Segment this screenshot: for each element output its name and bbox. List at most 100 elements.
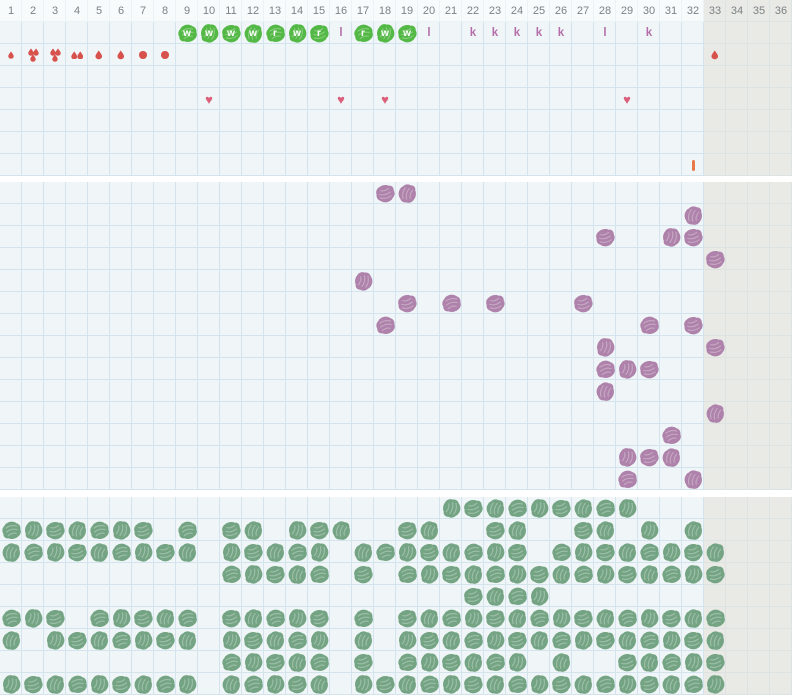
- day-header-cell[interactable]: 12: [246, 5, 260, 17]
- activity-mark[interactable]: [154, 673, 176, 695]
- cervical-fluid-mark[interactable]: k: [484, 22, 506, 44]
- activity-mark[interactable]: [506, 651, 528, 673]
- activity-mark[interactable]: [638, 629, 660, 651]
- bleeding-mark[interactable]: [66, 44, 88, 66]
- activity-mark[interactable]: [286, 651, 308, 673]
- activity-mark[interactable]: [66, 541, 88, 563]
- activity-mark[interactable]: [132, 541, 154, 563]
- activity-mark[interactable]: [638, 519, 660, 541]
- activity-mark[interactable]: [616, 607, 638, 629]
- day-header-cell[interactable]: 17: [356, 5, 370, 17]
- symptom-mark[interactable]: [616, 446, 638, 468]
- activity-mark[interactable]: [44, 629, 66, 651]
- activity-mark[interactable]: [506, 541, 528, 563]
- activity-mark[interactable]: [264, 563, 286, 585]
- activity-mark[interactable]: [264, 629, 286, 651]
- activity-mark[interactable]: [462, 563, 484, 585]
- activity-mark[interactable]: [616, 629, 638, 651]
- activity-mark[interactable]: [506, 585, 528, 607]
- intercourse-mark[interactable]: ♥: [330, 88, 352, 110]
- activity-mark[interactable]: [88, 629, 110, 651]
- intercourse-mark[interactable]: ♥: [616, 88, 638, 110]
- day-header-cell[interactable]: 13: [268, 5, 282, 17]
- day-header-cell[interactable]: 32: [686, 5, 700, 17]
- activity-mark[interactable]: [352, 541, 374, 563]
- activity-mark[interactable]: [704, 607, 726, 629]
- activity-mark[interactable]: [704, 651, 726, 673]
- activity-mark[interactable]: [418, 541, 440, 563]
- day-header-cell[interactable]: 7: [139, 5, 147, 17]
- activity-mark[interactable]: [44, 607, 66, 629]
- symptom-mark[interactable]: [484, 292, 506, 314]
- cervical-fluid-mark[interactable]: l: [418, 22, 440, 44]
- symptom-mark[interactable]: [704, 336, 726, 358]
- activity-mark[interactable]: [308, 563, 330, 585]
- activity-mark[interactable]: [396, 607, 418, 629]
- cervical-fluid-mark[interactable]: l: [594, 22, 616, 44]
- activity-mark[interactable]: [528, 673, 550, 695]
- symptom-mark[interactable]: [660, 226, 682, 248]
- activity-mark[interactable]: [0, 541, 22, 563]
- activity-mark[interactable]: [682, 519, 704, 541]
- activity-mark[interactable]: [286, 541, 308, 563]
- activity-mark[interactable]: [550, 497, 572, 519]
- symptom-mark[interactable]: [638, 358, 660, 380]
- activity-mark[interactable]: [572, 607, 594, 629]
- activity-mark[interactable]: [88, 607, 110, 629]
- activity-mark[interactable]: [286, 519, 308, 541]
- activity-mark[interactable]: [704, 673, 726, 695]
- activity-mark[interactable]: [66, 629, 88, 651]
- cervical-fluid-mark[interactable]: w: [198, 22, 220, 44]
- activity-mark[interactable]: [638, 651, 660, 673]
- activity-mark[interactable]: [550, 607, 572, 629]
- day-header-cell[interactable]: 20: [422, 5, 436, 17]
- activity-mark[interactable]: [22, 673, 44, 695]
- symptom-mark[interactable]: [352, 270, 374, 292]
- activity-mark[interactable]: [484, 629, 506, 651]
- activity-mark[interactable]: [110, 519, 132, 541]
- activity-mark[interactable]: [352, 651, 374, 673]
- activity-mark[interactable]: [528, 563, 550, 585]
- activity-mark[interactable]: [308, 629, 330, 651]
- activity-mark[interactable]: [616, 541, 638, 563]
- activity-mark[interactable]: [572, 519, 594, 541]
- activity-mark[interactable]: [330, 519, 352, 541]
- activity-mark[interactable]: [44, 541, 66, 563]
- activity-mark[interactable]: [616, 673, 638, 695]
- activity-mark[interactable]: [66, 673, 88, 695]
- activity-mark[interactable]: [242, 673, 264, 695]
- day-header-cell[interactable]: 28: [598, 5, 612, 17]
- activity-mark[interactable]: [418, 607, 440, 629]
- symptom-mark[interactable]: [638, 446, 660, 468]
- activity-mark[interactable]: [550, 541, 572, 563]
- activity-mark[interactable]: [132, 629, 154, 651]
- activity-mark[interactable]: [44, 673, 66, 695]
- activity-mark[interactable]: [616, 497, 638, 519]
- bleeding-mark[interactable]: [704, 44, 726, 66]
- day-header-cell[interactable]: 21: [444, 5, 458, 17]
- activity-mark[interactable]: [506, 497, 528, 519]
- activity-mark[interactable]: [88, 541, 110, 563]
- day-header-cell[interactable]: 23: [488, 5, 502, 17]
- activity-mark[interactable]: [660, 541, 682, 563]
- activity-mark[interactable]: [528, 607, 550, 629]
- activity-mark[interactable]: [374, 541, 396, 563]
- activity-mark[interactable]: [682, 673, 704, 695]
- activity-mark[interactable]: [242, 519, 264, 541]
- activity-mark[interactable]: [418, 563, 440, 585]
- bleeding-mark[interactable]: [0, 44, 22, 66]
- activity-mark[interactable]: [396, 563, 418, 585]
- day-header-cell[interactable]: 24: [510, 5, 524, 17]
- day-header-cell[interactable]: 26: [554, 5, 568, 17]
- activity-mark[interactable]: [66, 519, 88, 541]
- day-header-cell[interactable]: 10: [202, 5, 216, 17]
- activity-mark[interactable]: [484, 585, 506, 607]
- activity-mark[interactable]: [374, 673, 396, 695]
- activity-mark[interactable]: [440, 541, 462, 563]
- activity-mark[interactable]: [352, 563, 374, 585]
- activity-mark[interactable]: [550, 651, 572, 673]
- activity-mark[interactable]: [0, 673, 22, 695]
- activity-mark[interactable]: [638, 563, 660, 585]
- activity-mark[interactable]: [704, 541, 726, 563]
- symptom-mark[interactable]: [660, 424, 682, 446]
